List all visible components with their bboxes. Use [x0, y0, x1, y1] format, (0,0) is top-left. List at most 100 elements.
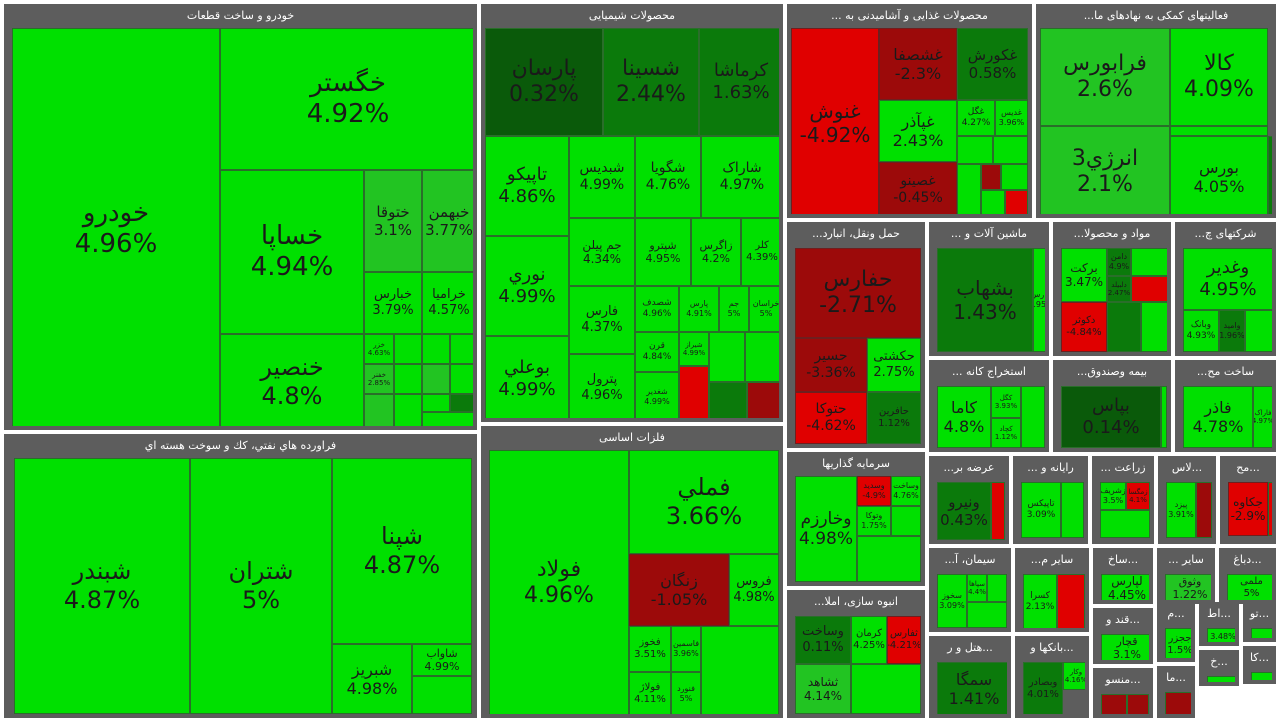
sector-2[interactable]: محصولات غذایی و آشامیدنی به ... غنوش -4.92… [787, 4, 1032, 218]
minor-stock-tile[interactable] [679, 366, 709, 418]
stock-tile[interactable]: بشهاب 1.43% [937, 248, 1033, 352]
minor-stock-tile[interactable] [851, 664, 921, 714]
sector-9[interactable]: فلزات اساسی فولاد 4.96% فملي 3.66% زنگان -1.05… [481, 426, 783, 718]
stock-tile[interactable]: بپاس 0.14% [1061, 386, 1161, 448]
stock-tile[interactable]: کچاد 1.12% [991, 418, 1021, 448]
minor-stock-tile[interactable] [1161, 386, 1167, 448]
stock-tile[interactable]: شسینا 2.44% [603, 28, 699, 136]
stock-tile[interactable]: خزر 4.63% [364, 334, 394, 364]
stock-tile[interactable]: وغدیر 4.95% [1183, 248, 1272, 310]
minor-stock-tile[interactable] [1141, 302, 1167, 352]
stock-tile[interactable]: قرن 4.84% [635, 332, 679, 372]
stock-tile[interactable]: غشصفا -2.3% [879, 28, 957, 100]
stock-tile[interactable]: وخارزم 4.98% [795, 476, 857, 582]
sector-21[interactable]: سایر م... کسرا 2.13% [1015, 548, 1089, 632]
stock-tile[interactable]: فاراک4.97% [1253, 386, 1272, 448]
stock-tile[interactable]: غدیس 3.96% [995, 100, 1028, 136]
stock-tile[interactable]: خساپا 4.94% [220, 170, 364, 334]
stock-tile[interactable]: کلر 4.39% [741, 218, 779, 286]
sector-15[interactable]: رایانه و ... تاپیکس 3.09% [1013, 456, 1088, 544]
stock-tile[interactable]: شبندر 4.87% [14, 458, 190, 714]
minor-stock-tile[interactable] [1100, 510, 1150, 538]
stock-tile[interactable]: دلبیلد 2.47% [1107, 276, 1131, 302]
stock-tile[interactable]: شغدیر 4.99% [635, 372, 679, 418]
sector-30[interactable]: ...ما [1157, 666, 1195, 718]
stock-tile[interactable]: فنورد 5% [671, 672, 701, 714]
minor-stock-tile[interactable] [709, 332, 745, 382]
stock-tile[interactable]: وسدید -4.9% [857, 476, 891, 506]
sector-23[interactable]: سایر ... وثوق 1.22% [1157, 548, 1215, 604]
minor-stock-tile[interactable] [1131, 248, 1167, 276]
stock-tile[interactable]: وبانک 4.93% [1183, 310, 1219, 352]
stock-tile[interactable]: سخوز 3.09% [937, 574, 967, 628]
sector-4[interactable]: حمل ونقل، انبارد... حفارس -2.71% حسیر -3.36%… [787, 222, 925, 448]
sector-10[interactable]: سرمایه گذاریها وخارزم 4.98% وسدید -4.9% وساخت… [787, 452, 925, 586]
stock-tile[interactable]: حسیر -3.36% [795, 338, 867, 392]
minor-stock-tile[interactable] [957, 164, 981, 214]
sector-27[interactable]: ...هتل و ر سمگا 1.41% [929, 636, 1011, 718]
stock-tile[interactable]: فارس 4.37% [569, 286, 635, 354]
minor-stock-tile[interactable] [1101, 694, 1127, 714]
stock-tile[interactable]: شیراز 4.99% [679, 332, 709, 366]
minor-stock-tile[interactable] [1005, 190, 1028, 214]
stock-tile[interactable]: کاما 4.8% [937, 386, 991, 448]
stock-tile[interactable]: تاپیکس 3.09% [1021, 482, 1061, 538]
stock-tile[interactable]: دکوثر -4.84% [1061, 302, 1107, 352]
stock-tile[interactable]: شاراک 4.97% [701, 136, 779, 218]
sector-33[interactable]: ...خ [1199, 650, 1239, 686]
minor-stock-tile[interactable] [1021, 386, 1045, 448]
minor-stock-tile[interactable] [422, 394, 450, 412]
minor-stock-tile[interactable] [1057, 574, 1085, 628]
stock-tile[interactable]: سمگا 1.41% [937, 662, 1007, 714]
stock-tile[interactable]: وساخت 0.11% [795, 616, 851, 664]
stock-tile[interactable]: زمگسا 4.1% [1126, 482, 1150, 510]
minor-stock-tile[interactable] [1207, 676, 1235, 682]
minor-stock-tile[interactable] [364, 394, 394, 426]
sector-17[interactable]: ...لاس پیزد 3.91% [1158, 456, 1216, 544]
minor-stock-tile[interactable] [450, 334, 473, 364]
sector-31[interactable]: ...اط 3.48% [1199, 602, 1239, 646]
stock-tile[interactable]: حافرین 1.12% [867, 392, 921, 444]
stock-tile[interactable]: ثشاهد 4.14% [795, 664, 851, 714]
stock-tile[interactable]: وامید 1.96% [1219, 310, 1245, 352]
minor-stock-tile[interactable] [891, 506, 921, 536]
stock-tile[interactable]: ججزر 1.5% [1165, 628, 1191, 658]
minor-stock-tile[interactable] [394, 364, 422, 394]
minor-stock-tile[interactable] [412, 676, 472, 714]
minor-stock-tile[interactable] [1268, 482, 1272, 536]
minor-stock-tile[interactable] [394, 334, 422, 364]
minor-stock-tile[interactable] [1196, 482, 1212, 538]
sector-24[interactable]: ...دباغ ملمی 5% [1219, 548, 1276, 604]
stock-tile[interactable]: شاواب 4.99% [412, 644, 472, 676]
stock-tile[interactable]: پارسان 0.32% [485, 28, 603, 136]
sector-26[interactable]: ...م ججزر 1.5% [1157, 602, 1195, 662]
stock-tile[interactable]: انرژي3 2.1% [1040, 126, 1170, 214]
minor-stock-tile[interactable] [857, 536, 921, 582]
stock-tile[interactable]: بورس 4.05% [1170, 136, 1268, 214]
stock-tile[interactable]: تپارس4.95% [1033, 248, 1045, 352]
minor-stock-tile[interactable] [709, 382, 747, 418]
stock-tile[interactable]: شبریز 4.98% [332, 644, 412, 714]
stock-tile[interactable]: شگویا 4.76% [635, 136, 701, 218]
minor-stock-tile[interactable] [1165, 692, 1191, 714]
stock-tile[interactable]: وساخت 4.76% [891, 476, 921, 506]
minor-stock-tile[interactable] [987, 574, 1007, 602]
stock-tile[interactable]: فروس 4.98% [729, 554, 779, 626]
sector-18[interactable]: ...مح جکاوه -2.9% [1220, 456, 1276, 544]
stock-tile[interactable]: خبهمن 3.77% [422, 170, 473, 272]
stock-tile[interactable]: حفارس -2.71% [795, 248, 921, 338]
minor-stock-tile[interactable] [981, 164, 1001, 190]
minor-stock-tile[interactable] [1127, 694, 1149, 714]
stock-tile[interactable]: زاگرس 4.2% [691, 218, 741, 286]
sector-14[interactable]: عرضه بر... ونیرو 0.43% [929, 456, 1009, 544]
stock-tile[interactable]: بوعلي 4.99% [485, 336, 569, 418]
sector-12[interactable]: بیمه وصندوق... بپاس 0.14% [1053, 360, 1171, 452]
stock-tile[interactable]: فاسمین 3.96% [671, 626, 701, 672]
minor-stock-tile[interactable] [1001, 164, 1028, 190]
stock-tile[interactable]: غپآذر 2.43% [879, 100, 957, 162]
stock-tile[interactable]: تاپیکو 4.86% [485, 136, 569, 236]
minor-stock-tile[interactable] [1061, 482, 1084, 538]
stock-tile[interactable]: غنوش -4.92% [791, 28, 879, 214]
minor-stock-tile[interactable] [1251, 628, 1272, 638]
